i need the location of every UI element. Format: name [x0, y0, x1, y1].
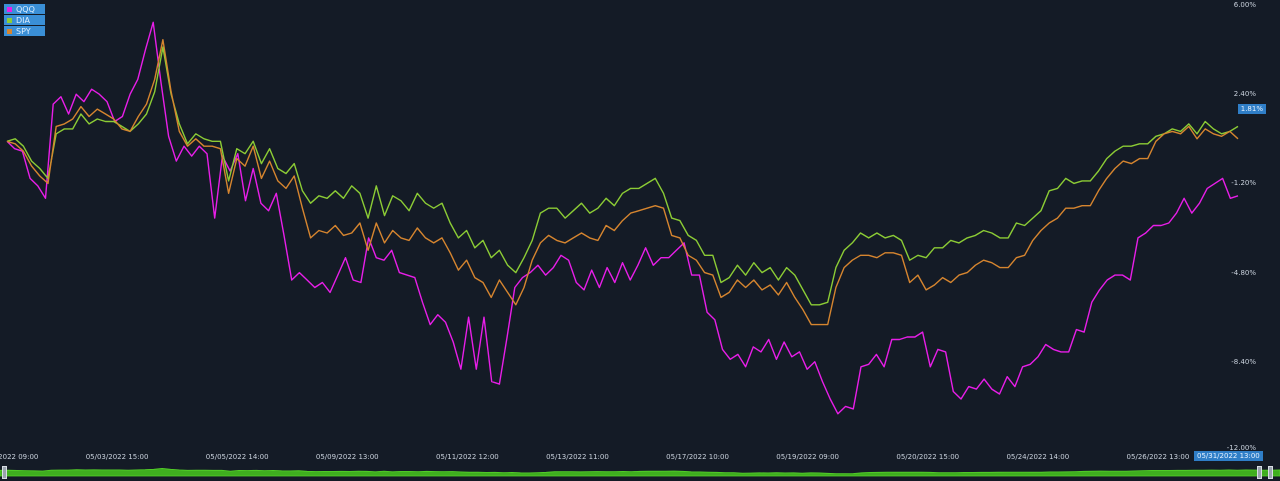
- navigator-right-handle[interactable]: [1257, 466, 1262, 479]
- x-tick-label: 05/02/2022 09:00: [0, 453, 39, 461]
- series-line-qqq: [6, 21, 1239, 415]
- legend-label: SPY: [16, 26, 31, 36]
- navigator-layer: [0, 467, 1280, 477]
- legend-item-dia[interactable]: DIA: [4, 15, 45, 25]
- x-tick-label: 05/24/2022 14:00: [1006, 453, 1070, 461]
- x-tick-label: 05/05/2022 14:00: [205, 453, 269, 461]
- x-tick-label: 05/03/2022 15:00: [85, 453, 149, 461]
- y-tick-label: -1.20%: [1231, 179, 1256, 188]
- legend-label: DIA: [16, 15, 30, 25]
- series-line-dia: [6, 46, 1239, 306]
- x-tick-label: 05/19/2022 09:00: [776, 453, 840, 461]
- last-value-badge: 1.81%: [1237, 103, 1266, 114]
- legend-label: QQQ: [16, 4, 35, 14]
- navigator-left-handle[interactable]: [2, 466, 7, 479]
- x-tick-label: 05/17/2022 10:00: [666, 453, 729, 461]
- legend-swatch: [7, 6, 12, 12]
- y-tick-label: 6.00%: [1233, 1, 1256, 9]
- navigator-area: [0, 467, 1280, 477]
- hover-time-badge: 05/31/2022 13:00: [1194, 451, 1263, 461]
- y-tick-label: -8.40%: [1231, 357, 1256, 366]
- x-tick-label: 05/20/2022 15:00: [896, 453, 960, 461]
- x-tick-label: 05/13/2022 11:00: [546, 453, 609, 461]
- y-tick-label: 2.40%: [1233, 90, 1256, 99]
- legend-swatch: [7, 17, 12, 23]
- x-tick-label: 05/11/2022 12:00: [435, 453, 499, 461]
- y-tick-label: -4.80%: [1231, 268, 1256, 277]
- legend-item-spy[interactable]: SPY: [4, 26, 45, 36]
- x-tick-label: 05/26/2022 13:00: [1126, 453, 1190, 461]
- y-tick-label: -12.00%: [1226, 444, 1256, 452]
- series-line-spy: [6, 39, 1239, 326]
- legend-swatch: [7, 28, 12, 34]
- x-tick-label: 05/09/2022 13:00: [315, 453, 379, 461]
- navigator-right-handle-2[interactable]: [1268, 466, 1273, 479]
- legend: QQQ DIA SPY: [4, 4, 45, 36]
- series-layer: [6, 21, 1239, 415]
- legend-item-qqq[interactable]: QQQ: [4, 4, 45, 14]
